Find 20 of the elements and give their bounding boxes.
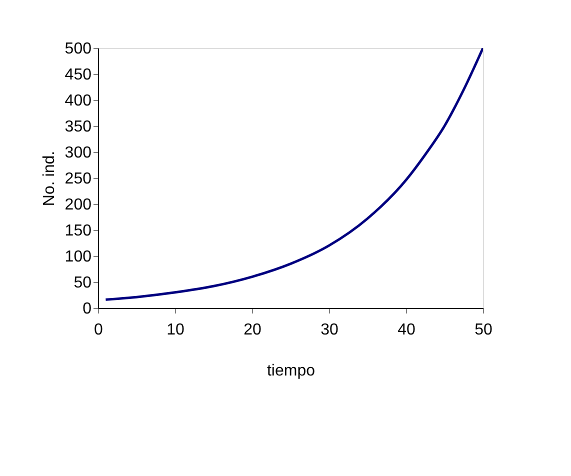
y-tick-label: 400 bbox=[64, 92, 92, 110]
x-tick-label: 0 bbox=[94, 322, 104, 338]
x-tick-label: 50 bbox=[474, 322, 492, 338]
y-tick-label: 500 bbox=[64, 40, 92, 58]
x-tick-label: 40 bbox=[398, 322, 416, 338]
x-tick-label: 20 bbox=[244, 322, 262, 338]
y-tick-label: 0 bbox=[82, 300, 92, 318]
y-tick-label: 250 bbox=[64, 170, 92, 188]
x-axis-title: tiempo bbox=[266, 362, 316, 380]
y-tick-label: 350 bbox=[64, 118, 92, 136]
y-tick-label: 300 bbox=[64, 144, 92, 162]
y-tick-label: 150 bbox=[64, 222, 92, 240]
x-tick-label: 30 bbox=[320, 322, 338, 338]
line-series bbox=[104, 48, 483, 301]
y-tick-label: 100 bbox=[64, 248, 92, 266]
y-tick-label: 50 bbox=[74, 274, 92, 292]
y-axis-title: No. ind. bbox=[40, 150, 58, 206]
y-tick-label: 200 bbox=[64, 196, 92, 214]
x-tick-label: 10 bbox=[166, 322, 184, 338]
y-tick-label: 450 bbox=[64, 66, 92, 84]
